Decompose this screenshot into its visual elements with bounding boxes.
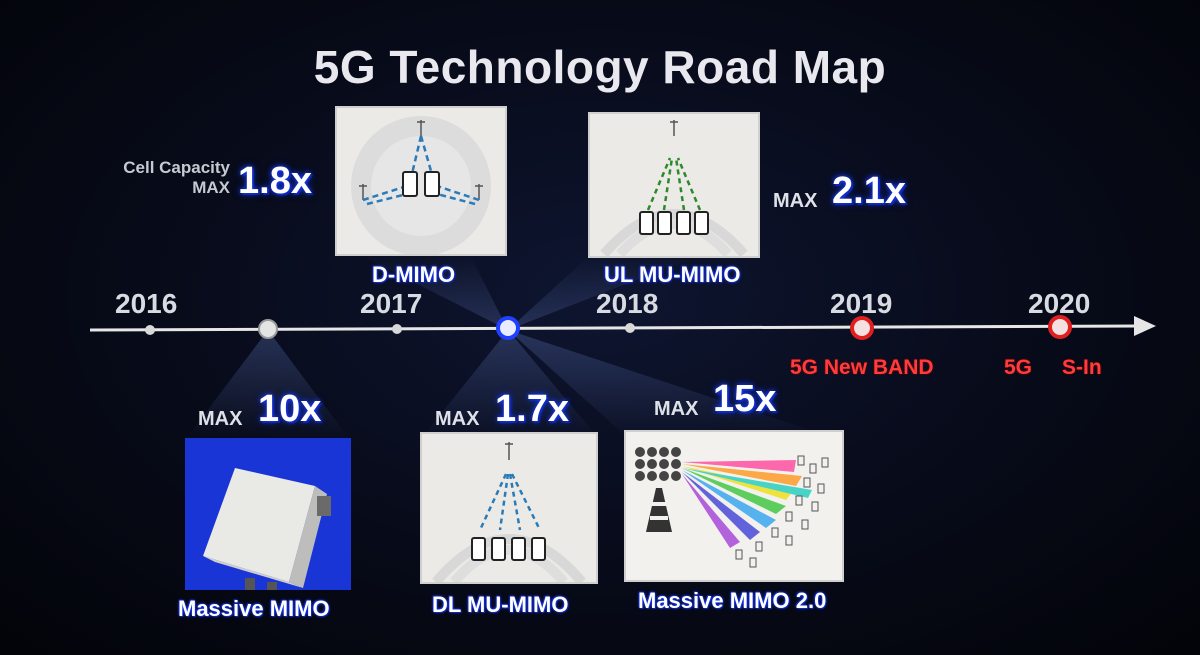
cell-capacity-caption: Cell Capacity MAX [70,158,230,198]
antenna-array-icon [635,447,681,481]
year-label: 2019 [830,288,893,319]
event-s-in: S-In [1062,356,1102,379]
max-label: MAX [435,408,480,430]
smartphone-icon [735,455,829,568]
d-mimo-card [335,106,507,256]
multiplier-ul-mu-mimo: 2.1x [832,170,906,212]
max-label: MAX [654,398,699,420]
arrow-icon [478,473,542,531]
spotlight-cone-massive [185,330,350,440]
massive-mimo-2-label: Massive MIMO 2.0 [638,588,827,613]
spotlight-cone-d-mimo [360,255,508,330]
year-label: 2017 [360,288,423,319]
year-label: 2020 [1028,288,1091,319]
timeline-arrowhead [1134,316,1156,336]
smartphone-icon [402,171,440,197]
d-mimo-label: D-MIMO [372,262,456,287]
milestone-mimo-bundle [496,316,520,340]
timeline-line [89,324,1141,332]
spotlight-cone-massive-2 [508,330,840,440]
tower-icon [646,488,672,532]
massive-mimo-2-illustration [635,447,829,568]
ul-mu-mimo-card [588,112,760,258]
max-label: MAX [192,178,230,197]
event-5g: 5G [1004,356,1033,379]
beam-fan [682,460,812,548]
dl-mu-mimo-illustration [432,442,586,582]
massive-mimo-label: Massive MIMO [178,596,330,621]
max-label: MAX [198,408,243,430]
antenna-icon [505,442,513,460]
smartphone-icon [639,211,709,235]
dl-mu-mimo-card [420,432,598,584]
antenna-icon [670,120,678,136]
multiplier-massive-mimo-2: 15x [713,378,777,420]
year-label: 2016 [115,288,178,319]
tick-2018 [625,323,635,333]
spotlight-cone-ul-mimo [508,255,700,330]
milestone-2019 [850,316,874,340]
d-mimo-illustration [351,116,491,254]
multiplier-d-mimo: 1.8x [238,160,312,202]
antenna-icon [359,120,483,200]
multiplier-dl-mu-mimo: 1.7x [495,388,569,430]
milestone-massive-mimo [258,319,278,339]
spotlight-cone-dl-mimo [420,330,600,440]
arrow-icon [646,157,702,211]
ul-mu-mimo-label: UL MU-MIMO [604,262,741,287]
page-title: 5G Technology Road Map [313,41,887,93]
smartphone-icon [471,537,546,561]
multiplier-massive-mimo: 10x [258,388,322,430]
year-label: 2018 [596,288,659,319]
max-label: MAX [773,190,818,212]
event-5g-new-band: 5G New BAND [790,356,934,379]
ul-mu-mimo-illustration [600,120,748,256]
cell-capacity-label: Cell Capacity [123,158,230,177]
massive-mimo-2-card [624,430,844,582]
milestone-2020 [1048,315,1072,339]
tick-2017 [392,324,402,334]
massive-mimo-card [185,438,351,590]
tick-2016 [145,325,155,335]
dl-mu-mimo-label: DL MU-MIMO [432,592,569,617]
base-station-icon [203,468,331,590]
